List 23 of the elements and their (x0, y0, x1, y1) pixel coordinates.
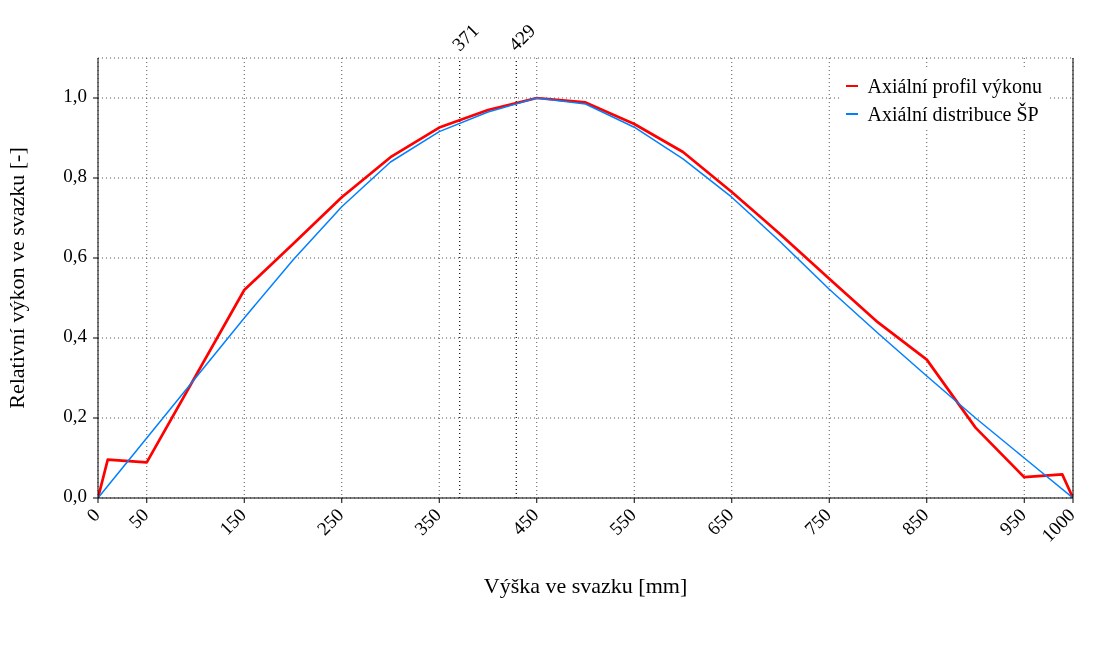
x-tick-label: 850 (897, 504, 933, 540)
legend-label: Axiální profil výkonu (867, 74, 1042, 100)
x-tick-label: 450 (507, 504, 543, 540)
y-tick-label: 0,4 (63, 325, 88, 347)
y-tick-label: 0,6 (63, 245, 87, 267)
x-tick-label: 50 (124, 504, 153, 533)
ref-line-label: 429 (504, 19, 540, 55)
x-tick-label: 250 (312, 504, 348, 540)
x-tick-label: 0 (82, 504, 104, 526)
x-tick-label: 650 (702, 504, 738, 540)
x-axis-title: Výška ve svazku [mm] (483, 573, 688, 598)
y-axis-title: Relativní výkon ve svazku [-] (3, 147, 29, 409)
y-tick-label: 0,0 (63, 485, 87, 507)
y-tick-label: 0,8 (63, 165, 87, 187)
legend-label: Axiální distribuce ŠP (867, 101, 1039, 127)
x-tick-label: 350 (410, 504, 446, 540)
x-tick-label: 950 (995, 504, 1031, 540)
ref-line-label: 371 (447, 19, 483, 55)
x-tick-label: 150 (215, 504, 251, 540)
x-tick-label: 550 (605, 504, 641, 540)
y-tick-label: 1,0 (63, 85, 87, 107)
x-tick-label: 750 (800, 504, 836, 540)
y-tick-label: 0,2 (63, 405, 87, 427)
